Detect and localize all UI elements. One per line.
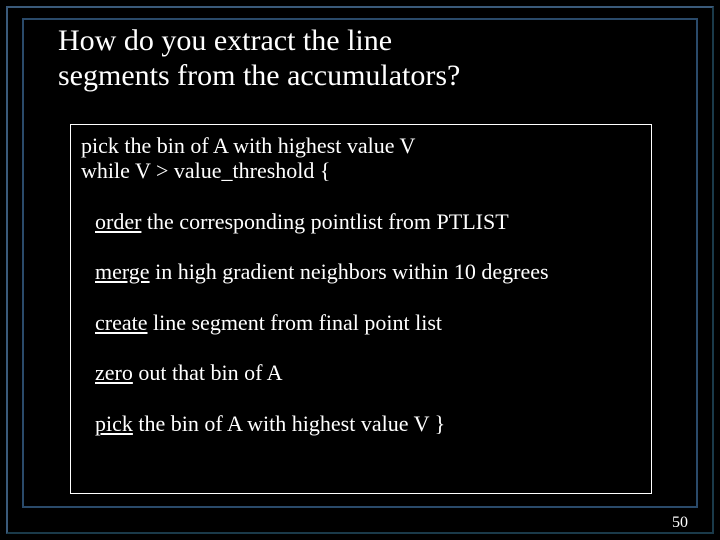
algo-step-5: pick the bin of A with highest value V } [81,412,641,437]
step2-rest: in high gradient neighbors within 10 deg… [150,259,549,284]
algo-line-2: while V > value_threshold { [81,158,641,183]
kw-create: create [95,310,148,335]
step1-rest: the corresponding pointlist from PTLIST [141,209,508,234]
step5-rest: the bin of A with highest value V } [133,411,445,436]
algorithm-box: pick the bin of A with highest value V w… [70,124,652,494]
algo-line-1: pick the bin of A with highest value V [81,133,641,158]
algo-step-2: merge in high gradient neighbors within … [81,260,641,285]
step4-rest: out that bin of A [133,360,283,385]
page-number: 50 [672,514,688,532]
algo-step-3: create line segment from final point lis… [81,311,641,336]
kw-merge: merge [95,259,150,284]
step3-rest: line segment from final point list [148,310,443,335]
algo-step-4: zero out that bin of A [81,361,641,386]
title-line-2: segments from the accumulators? [58,59,662,94]
title-line-1: How do you extract the line [58,24,662,59]
kw-order: order [95,209,141,234]
kw-pick: pick [95,411,133,436]
kw-zero: zero [95,360,133,385]
slide-title: How do you extract the line segments fro… [58,24,662,93]
algo-step-1: order the corresponding pointlist from P… [81,210,641,235]
